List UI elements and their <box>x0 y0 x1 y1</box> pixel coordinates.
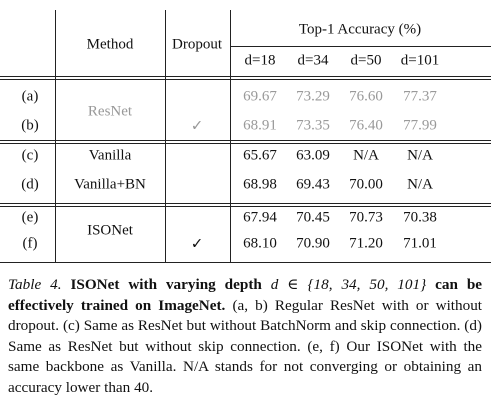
cell: 69.67 <box>243 88 277 105</box>
cell: 70.45 <box>296 209 330 226</box>
row-label: (e) <box>21 209 39 226</box>
cell: 77.37 <box>403 88 437 105</box>
cell: N/A <box>353 147 379 164</box>
row-label: (f) <box>22 235 38 252</box>
rule <box>230 46 491 47</box>
method: Vanilla <box>88 147 132 164</box>
caption: Table 4. ISONet with varying depth d ∈ {… <box>8 275 482 398</box>
method: ISONet <box>87 222 133 239</box>
caption-body: (a, b) Regular ResNet with or without dr… <box>8 296 483 396</box>
depth-header: d=18 <box>244 52 276 69</box>
cell: 70.00 <box>349 176 383 193</box>
rule <box>0 143 491 144</box>
row-label: (c) <box>21 147 39 164</box>
header: Dropout <box>172 36 222 53</box>
rule <box>0 206 491 207</box>
cell: 69.43 <box>296 176 330 193</box>
cell: 71.20 <box>349 235 383 252</box>
rule <box>0 79 491 80</box>
method: ResNet <box>87 103 133 119</box>
rule <box>0 140 491 141</box>
header: Top-1 Accuracy (%) <box>298 21 422 38</box>
cell: 73.35 <box>296 117 330 134</box>
rule <box>55 10 56 263</box>
header: Method <box>86 36 134 53</box>
cell: 70.38 <box>403 209 437 226</box>
method: Vanilla+BN <box>74 176 146 193</box>
depth-header: d=34 <box>297 52 329 69</box>
depth-header: d=101 <box>400 52 440 69</box>
caption-bold: can be effectively trained on ImageNet. <box>8 276 483 314</box>
cell: 77.99 <box>403 117 437 134</box>
row-label: (d) <box>21 176 39 193</box>
cell: N/A <box>407 147 433 164</box>
cell: 76.40 <box>349 117 383 134</box>
caption-math: d ∈ {18, 34, 50, 101} <box>270 276 427 293</box>
cell: 68.91 <box>243 117 277 134</box>
rule <box>230 10 231 263</box>
rule <box>165 10 166 263</box>
cell: N/A <box>407 176 433 193</box>
cell: 68.10 <box>243 235 277 252</box>
dropout: ✓ <box>190 236 204 253</box>
cell: 73.29 <box>296 88 330 105</box>
cell: 70.73 <box>349 209 383 226</box>
rule <box>0 76 491 77</box>
cell: 67.94 <box>243 209 277 226</box>
caption-label: Table 4. <box>8 276 62 293</box>
rule <box>0 203 491 204</box>
row-label: (a) <box>21 88 39 105</box>
cell: 65.67 <box>243 147 277 164</box>
cell: 70.90 <box>296 235 330 252</box>
cell: 76.60 <box>349 88 383 105</box>
cell: 63.09 <box>296 147 330 164</box>
depth-header: d=50 <box>350 52 382 69</box>
cell: 68.98 <box>243 176 277 193</box>
row-label: (b) <box>21 117 39 134</box>
caption-bold: ISONet with varying depth <box>70 276 262 293</box>
dropout: ✓ <box>190 118 204 135</box>
cell: 71.01 <box>403 235 437 252</box>
rule <box>0 262 491 263</box>
